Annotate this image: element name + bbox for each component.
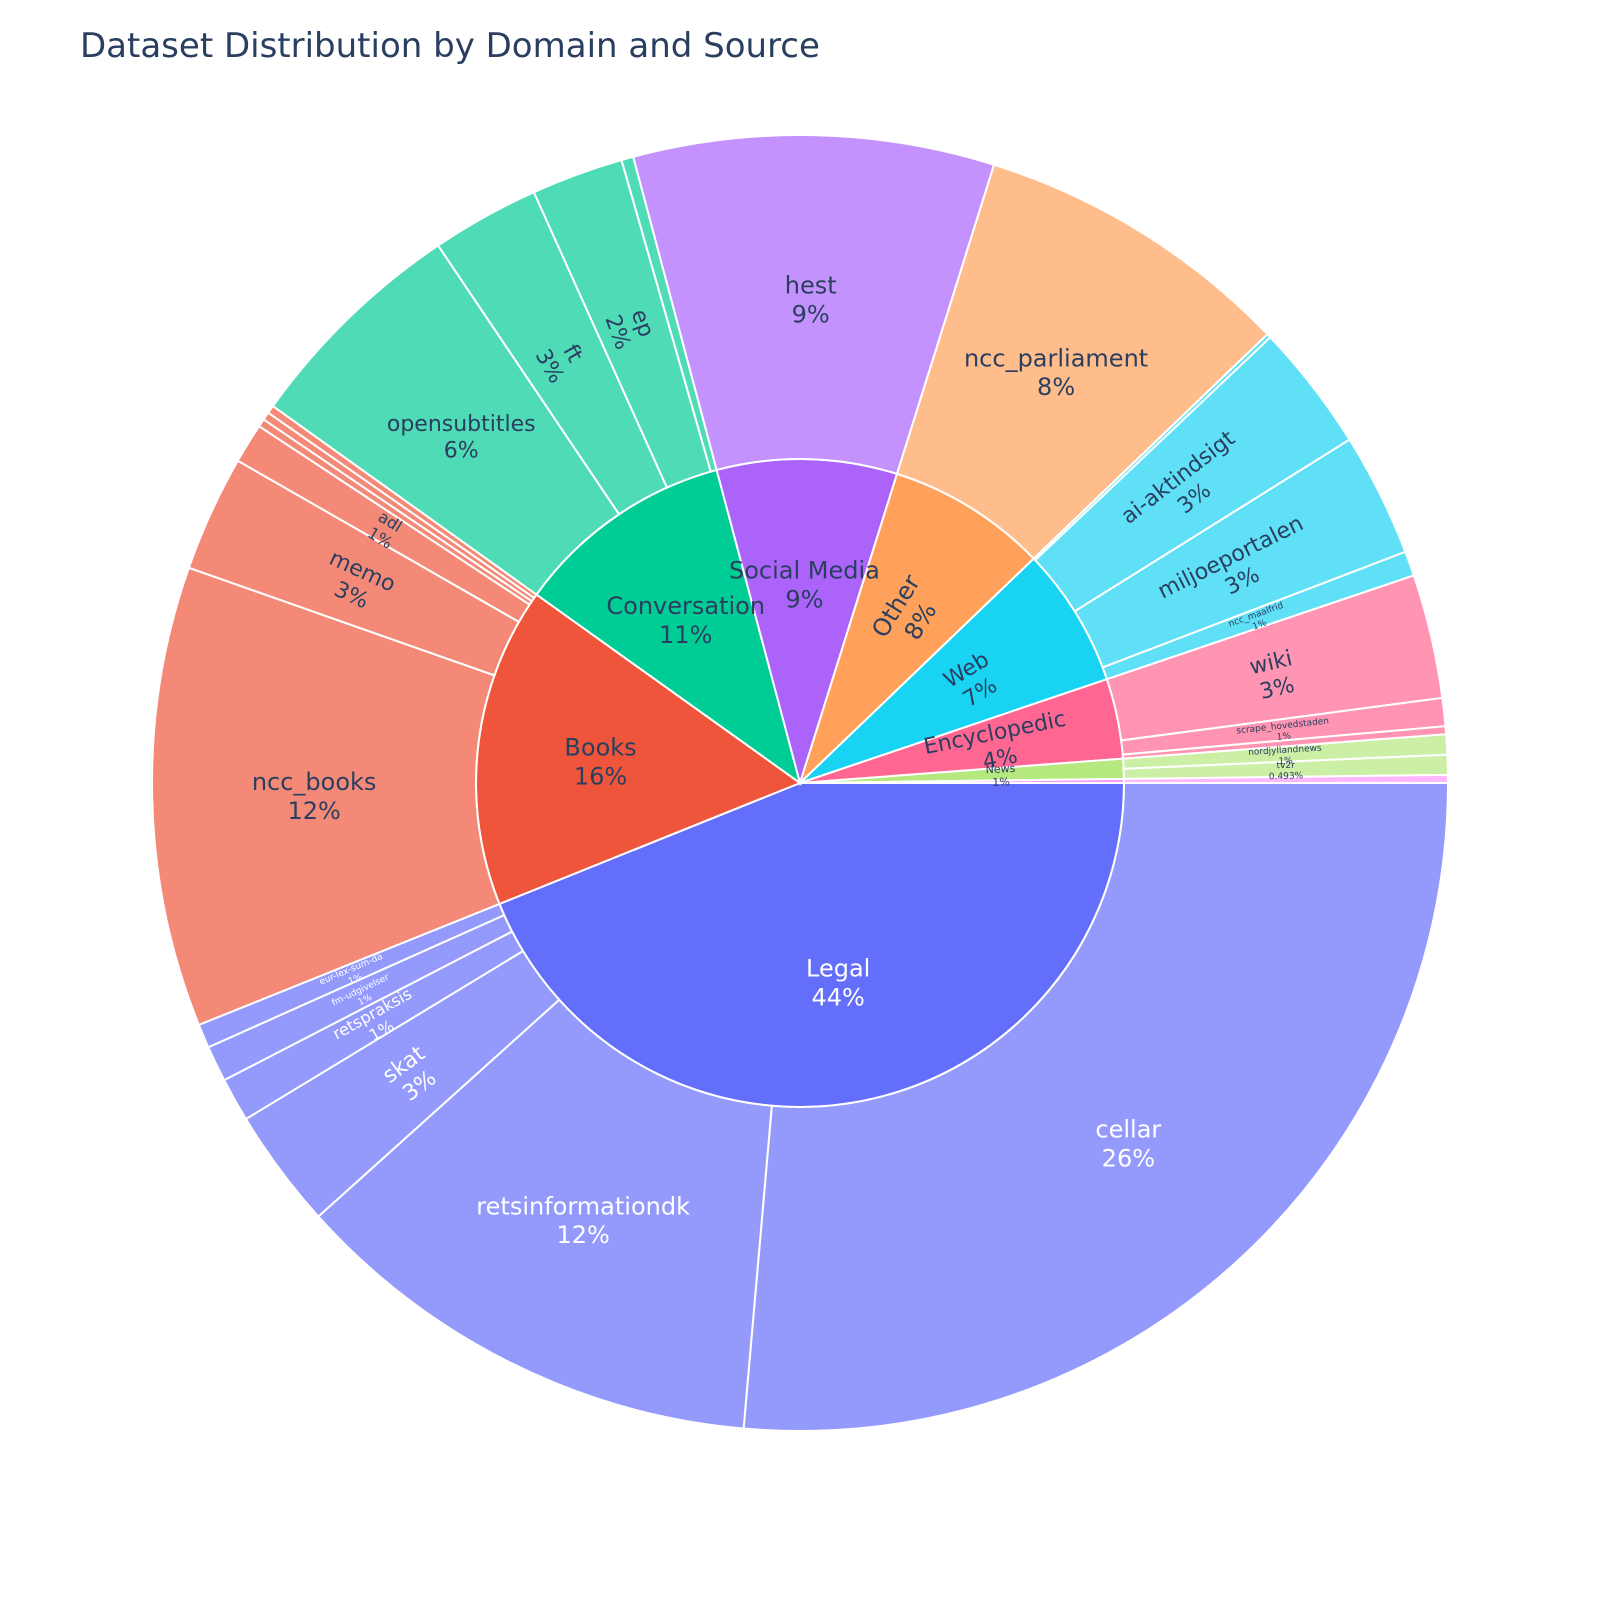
source-slice-unlabeled[interactable] xyxy=(1122,773,1450,784)
domain-label-conversation: Conversation 11% xyxy=(606,592,765,649)
domain-label-news: News1% xyxy=(985,762,1016,789)
domain-label-legal: Legal 44% xyxy=(806,955,870,1012)
source-label-ncc-parliament: ncc_parliament 8% xyxy=(964,344,1148,401)
source-slice-ncc-books[interactable] xyxy=(151,566,501,1027)
domain-label-social-media: Social Media 9% xyxy=(729,557,880,614)
source-slice-cellar[interactable] xyxy=(742,782,1450,1432)
source-slice-hest[interactable] xyxy=(632,134,996,476)
chart-title: Dataset Distribution by Domain and Sourc… xyxy=(80,26,820,66)
source-slice-ncc-parliament[interactable] xyxy=(895,163,1269,561)
domain-label-books: Books 16% xyxy=(564,734,636,791)
source-label-tv2r: tv2r0.493% xyxy=(1268,761,1303,783)
source-label-nordjyllandnews: nordjyllandnews1% xyxy=(1248,744,1323,769)
source-label-hest: hest 9% xyxy=(785,272,837,329)
source-label-cellar: cellar 26% xyxy=(1095,1116,1161,1173)
source-slice-retsinformationdk[interactable] xyxy=(316,998,773,1430)
source-label-opensubtitles: opensubtitles 6% xyxy=(387,412,536,463)
source-label-retsinformationdk: retsinformationdk 12% xyxy=(476,1192,690,1249)
source-label-ncc-books: ncc_books 12% xyxy=(252,768,377,825)
